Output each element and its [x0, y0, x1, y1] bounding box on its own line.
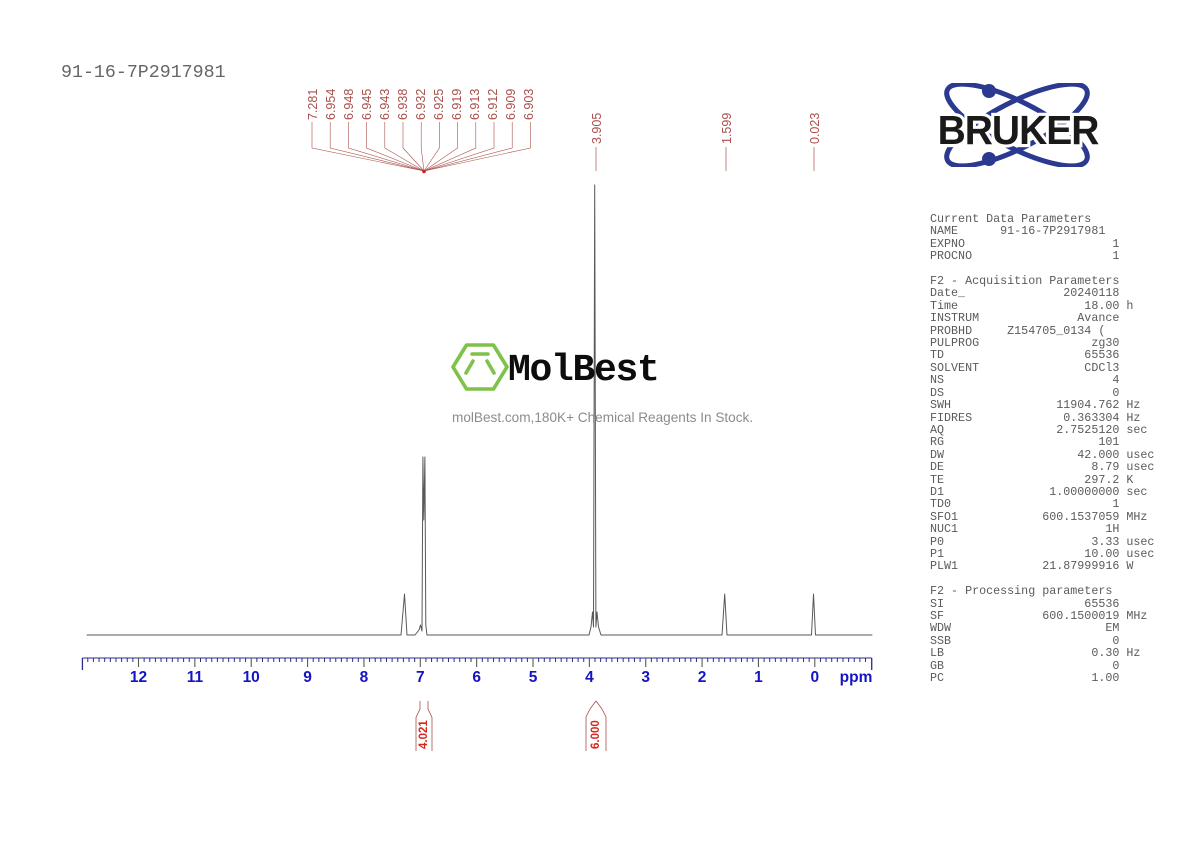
- svg-text:ppm: ppm: [840, 669, 873, 686]
- svg-text:6.945: 6.945: [360, 89, 374, 120]
- svg-text:4: 4: [585, 669, 594, 686]
- svg-text:10: 10: [243, 669, 260, 686]
- svg-text:6.000: 6.000: [590, 720, 602, 749]
- svg-text:7: 7: [416, 669, 425, 686]
- svg-text:6.948: 6.948: [342, 89, 356, 120]
- svg-text:12: 12: [130, 669, 147, 686]
- svg-text:0.023: 0.023: [808, 113, 822, 144]
- svg-text:6.943: 6.943: [378, 89, 392, 120]
- svg-text:8: 8: [360, 669, 369, 686]
- svg-text:2: 2: [698, 669, 707, 686]
- svg-text:1: 1: [754, 669, 763, 686]
- svg-text:6.903: 6.903: [522, 89, 536, 120]
- svg-text:6: 6: [472, 669, 481, 686]
- svg-text:1.599: 1.599: [720, 113, 734, 144]
- svg-text:4.021: 4.021: [418, 720, 430, 749]
- svg-text:6.954: 6.954: [324, 89, 338, 120]
- svg-text:6.932: 6.932: [414, 89, 428, 120]
- svg-text:3: 3: [641, 669, 650, 686]
- svg-text:3.905: 3.905: [590, 113, 604, 144]
- svg-text:0: 0: [810, 669, 819, 686]
- svg-text:6.909: 6.909: [504, 89, 518, 120]
- svg-text:6.912: 6.912: [486, 89, 500, 120]
- svg-text:5: 5: [529, 669, 538, 686]
- svg-text:6.938: 6.938: [396, 89, 410, 120]
- svg-text:11: 11: [187, 669, 204, 686]
- svg-text:6.919: 6.919: [450, 89, 464, 120]
- svg-text:9: 9: [303, 669, 312, 686]
- svg-text:7.281: 7.281: [306, 89, 320, 120]
- svg-text:6.925: 6.925: [432, 89, 446, 120]
- svg-text:BRUKER: BRUKER: [938, 108, 1100, 153]
- svg-text:6.913: 6.913: [468, 89, 482, 120]
